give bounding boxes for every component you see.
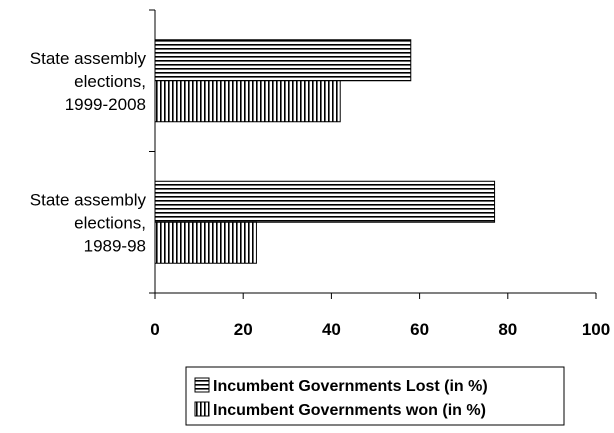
legend-label: Incumbent Governments Lost (in %) <box>213 378 488 395</box>
bar <box>154 80 341 123</box>
x-tick-label: 40 <box>322 320 341 339</box>
bar <box>154 180 496 223</box>
legend-swatch <box>194 377 210 393</box>
bar <box>154 39 412 82</box>
x-tick-label: 100 <box>582 320 610 339</box>
bar <box>154 221 257 264</box>
category-label: State assembly <box>30 190 147 209</box>
category-label: elections, <box>74 72 146 91</box>
x-tick-label: 20 <box>234 320 253 339</box>
category-label: 1999-2008 <box>65 95 146 114</box>
x-tick-label: 80 <box>498 320 517 339</box>
x-tick-label: 60 <box>410 320 429 339</box>
legend-box <box>185 366 565 426</box>
legend: Incumbent Governments Lost (in %) Incumbe… <box>185 366 565 426</box>
x-tick-label: 0 <box>150 320 159 339</box>
legend-swatch <box>194 401 210 417</box>
plot-area: State assembly elections, 1999-2008 State a… <box>30 9 610 339</box>
category-label: State assembly <box>30 49 147 68</box>
category-label: elections, <box>74 213 146 232</box>
legend-label: Incumbent Governments won (in %) <box>213 402 486 419</box>
category-label: 1989-98 <box>84 236 146 255</box>
